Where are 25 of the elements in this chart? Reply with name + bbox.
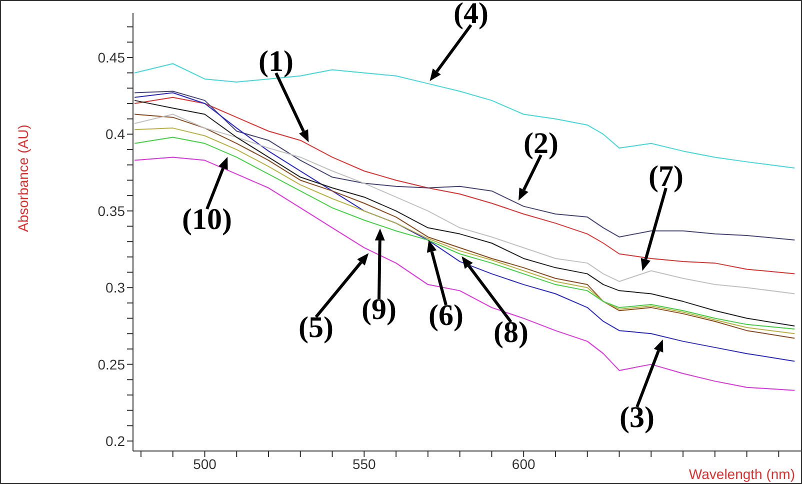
line-series [134, 90, 796, 241]
line-series [134, 92, 796, 362]
annotation: (1) [258, 45, 294, 78]
annotation: (9) [362, 293, 396, 326]
y-tick-label: 0.35 [98, 202, 126, 219]
line-series [134, 96, 796, 274]
annotation: (6) [428, 299, 464, 332]
x-tick-label: 550 [352, 456, 376, 472]
x-axis-title: Wavelength (nm) [688, 466, 795, 482]
x-tick-label: 500 [193, 456, 217, 472]
annotation: (3) [620, 401, 654, 434]
annotation: (5) [298, 311, 334, 344]
annotation: (4) [454, 0, 488, 30]
annotation: (10) [182, 203, 232, 236]
x-tick-label: 600 [512, 456, 536, 472]
y-axis-title: Absorbance (AU) [14, 124, 31, 232]
annotation: (8) [494, 316, 528, 349]
y-tick-label: 0.45 [98, 49, 126, 66]
y-tick-label: 0.4 [106, 126, 126, 142]
line-series [134, 114, 796, 294]
y-tick-label: 0.25 [98, 356, 126, 372]
y-tick-label: 0.3 [106, 280, 126, 296]
annotation: (2) [524, 127, 558, 160]
y-tick-label: 0.2 [106, 433, 126, 449]
annotation: (7) [648, 160, 684, 193]
